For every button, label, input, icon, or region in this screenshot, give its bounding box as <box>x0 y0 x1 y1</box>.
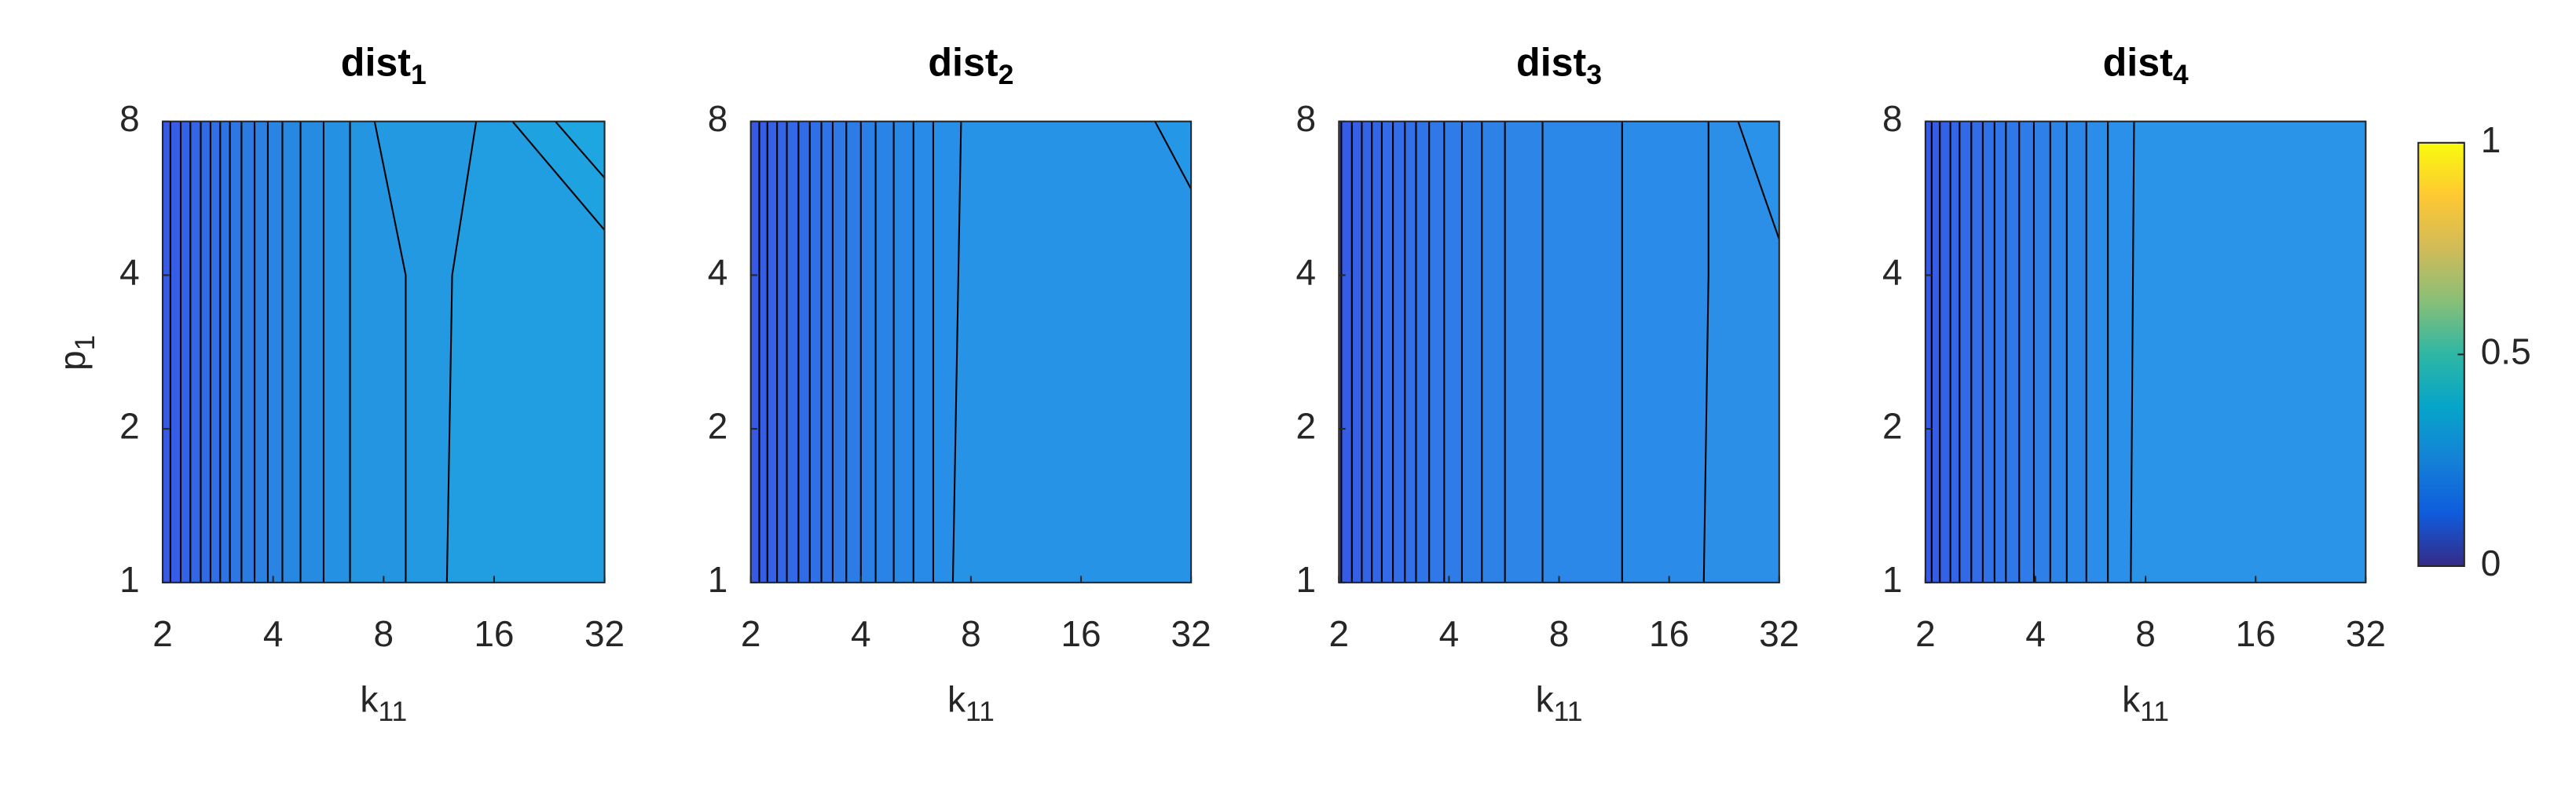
contour-line <box>511 121 605 231</box>
x-tick-label: 4 <box>263 613 284 654</box>
y-tick-label: 1 <box>708 559 728 600</box>
contour-region <box>1703 121 1779 583</box>
y-axis-label-sub: 1 <box>69 335 101 351</box>
y-tick-label: 2 <box>119 405 140 446</box>
x-tick-label: 8 <box>1549 613 1570 654</box>
plot-area <box>163 121 605 583</box>
chart-title-main: dist <box>928 41 998 85</box>
plot-area <box>1925 121 2366 583</box>
x-tick-label: 16 <box>474 613 514 654</box>
y-tick-label: 4 <box>1882 252 1903 293</box>
x-axis-label-main: k <box>947 679 966 720</box>
contour-line <box>373 121 407 583</box>
y-tick-label: 8 <box>119 98 140 139</box>
x-axis-label: k11 <box>2122 679 2169 728</box>
x-axis-label-main: k <box>1536 679 1555 720</box>
y-tick-label: 2 <box>708 405 728 446</box>
colorbar-tick-label: 0.5 <box>2481 331 2531 372</box>
chart-title: dist2 <box>928 41 1013 91</box>
y-tick-label: 1 <box>1295 559 1316 600</box>
chart-title: dist1 <box>341 41 427 91</box>
colorbar <box>2417 141 2465 568</box>
x-tick-label: 16 <box>1649 613 1689 654</box>
y-tick-label: 1 <box>119 559 140 600</box>
contour-region <box>446 121 605 583</box>
x-tick-label: 2 <box>741 613 761 654</box>
y-tick-label: 8 <box>1882 98 1903 139</box>
contour-line <box>951 121 962 583</box>
x-tick-label: 8 <box>374 613 394 654</box>
y-tick-label: 4 <box>708 252 728 293</box>
y-tick-label: 2 <box>1295 405 1316 446</box>
x-tick-label: 2 <box>1915 613 1936 654</box>
x-tick-label: 32 <box>1759 613 1799 654</box>
contour-region <box>952 121 1192 583</box>
y-tick-label: 2 <box>1882 405 1903 446</box>
contour-line <box>1737 121 1779 240</box>
contour-line <box>1702 121 1709 583</box>
y-tick-label: 4 <box>1295 252 1316 293</box>
colorbar-tick-label: 0 <box>2481 543 2501 583</box>
x-tick-label: 4 <box>851 613 871 654</box>
chart-title-main: dist <box>2103 41 2173 85</box>
y-tick-label: 4 <box>119 252 140 293</box>
contour-line <box>1154 121 1192 190</box>
y-axis-label-main: p <box>52 350 93 371</box>
chart-title-sub: 3 <box>1586 60 1602 91</box>
x-tick-label: 16 <box>1061 613 1101 654</box>
x-axis-label-sub: 11 <box>2140 696 2169 727</box>
x-tick-label: 4 <box>1439 613 1460 654</box>
x-axis-label-main: k <box>360 679 379 720</box>
plot-area <box>750 121 1192 583</box>
contour-line <box>555 121 605 179</box>
x-axis-label-sub: 11 <box>378 696 407 727</box>
colorbar-tick-label: 1 <box>2481 119 2501 160</box>
x-axis-label-sub: 11 <box>966 696 995 727</box>
chart-title-sub: 4 <box>2173 60 2189 91</box>
x-axis-label-sub: 11 <box>1554 696 1583 727</box>
x-tick-label: 8 <box>2135 613 2156 654</box>
x-tick-label: 32 <box>2346 613 2386 654</box>
x-tick-label: 32 <box>584 613 625 654</box>
chart-title-sub: 1 <box>411 60 427 91</box>
y-axis-label: p1 <box>52 335 101 371</box>
contour-line <box>2130 121 2135 583</box>
y-tick-label: 8 <box>1295 98 1316 139</box>
y-tick-label: 1 <box>1882 559 1903 600</box>
x-tick-label: 2 <box>1329 613 1350 654</box>
chart-title: dist4 <box>2103 41 2189 91</box>
x-axis-label: k11 <box>360 679 407 728</box>
chart-title: dist3 <box>1516 41 1602 91</box>
contour-line <box>445 121 478 583</box>
x-axis-label-main: k <box>2122 679 2141 720</box>
contour-region <box>2131 121 2366 583</box>
x-tick-label: 16 <box>2236 613 2276 654</box>
x-axis-label: k11 <box>947 679 995 728</box>
x-tick-label: 2 <box>152 613 173 654</box>
chart-title-main: dist <box>1516 41 1586 85</box>
x-axis-label: k11 <box>1536 679 1583 728</box>
x-tick-label: 32 <box>1171 613 1211 654</box>
x-tick-label: 4 <box>2025 613 2046 654</box>
y-tick-label: 8 <box>708 98 728 139</box>
x-tick-label: 8 <box>961 613 981 654</box>
plot-area <box>1339 121 1779 583</box>
chart-title-sub: 2 <box>999 60 1014 91</box>
chart-title-main: dist <box>341 41 411 85</box>
